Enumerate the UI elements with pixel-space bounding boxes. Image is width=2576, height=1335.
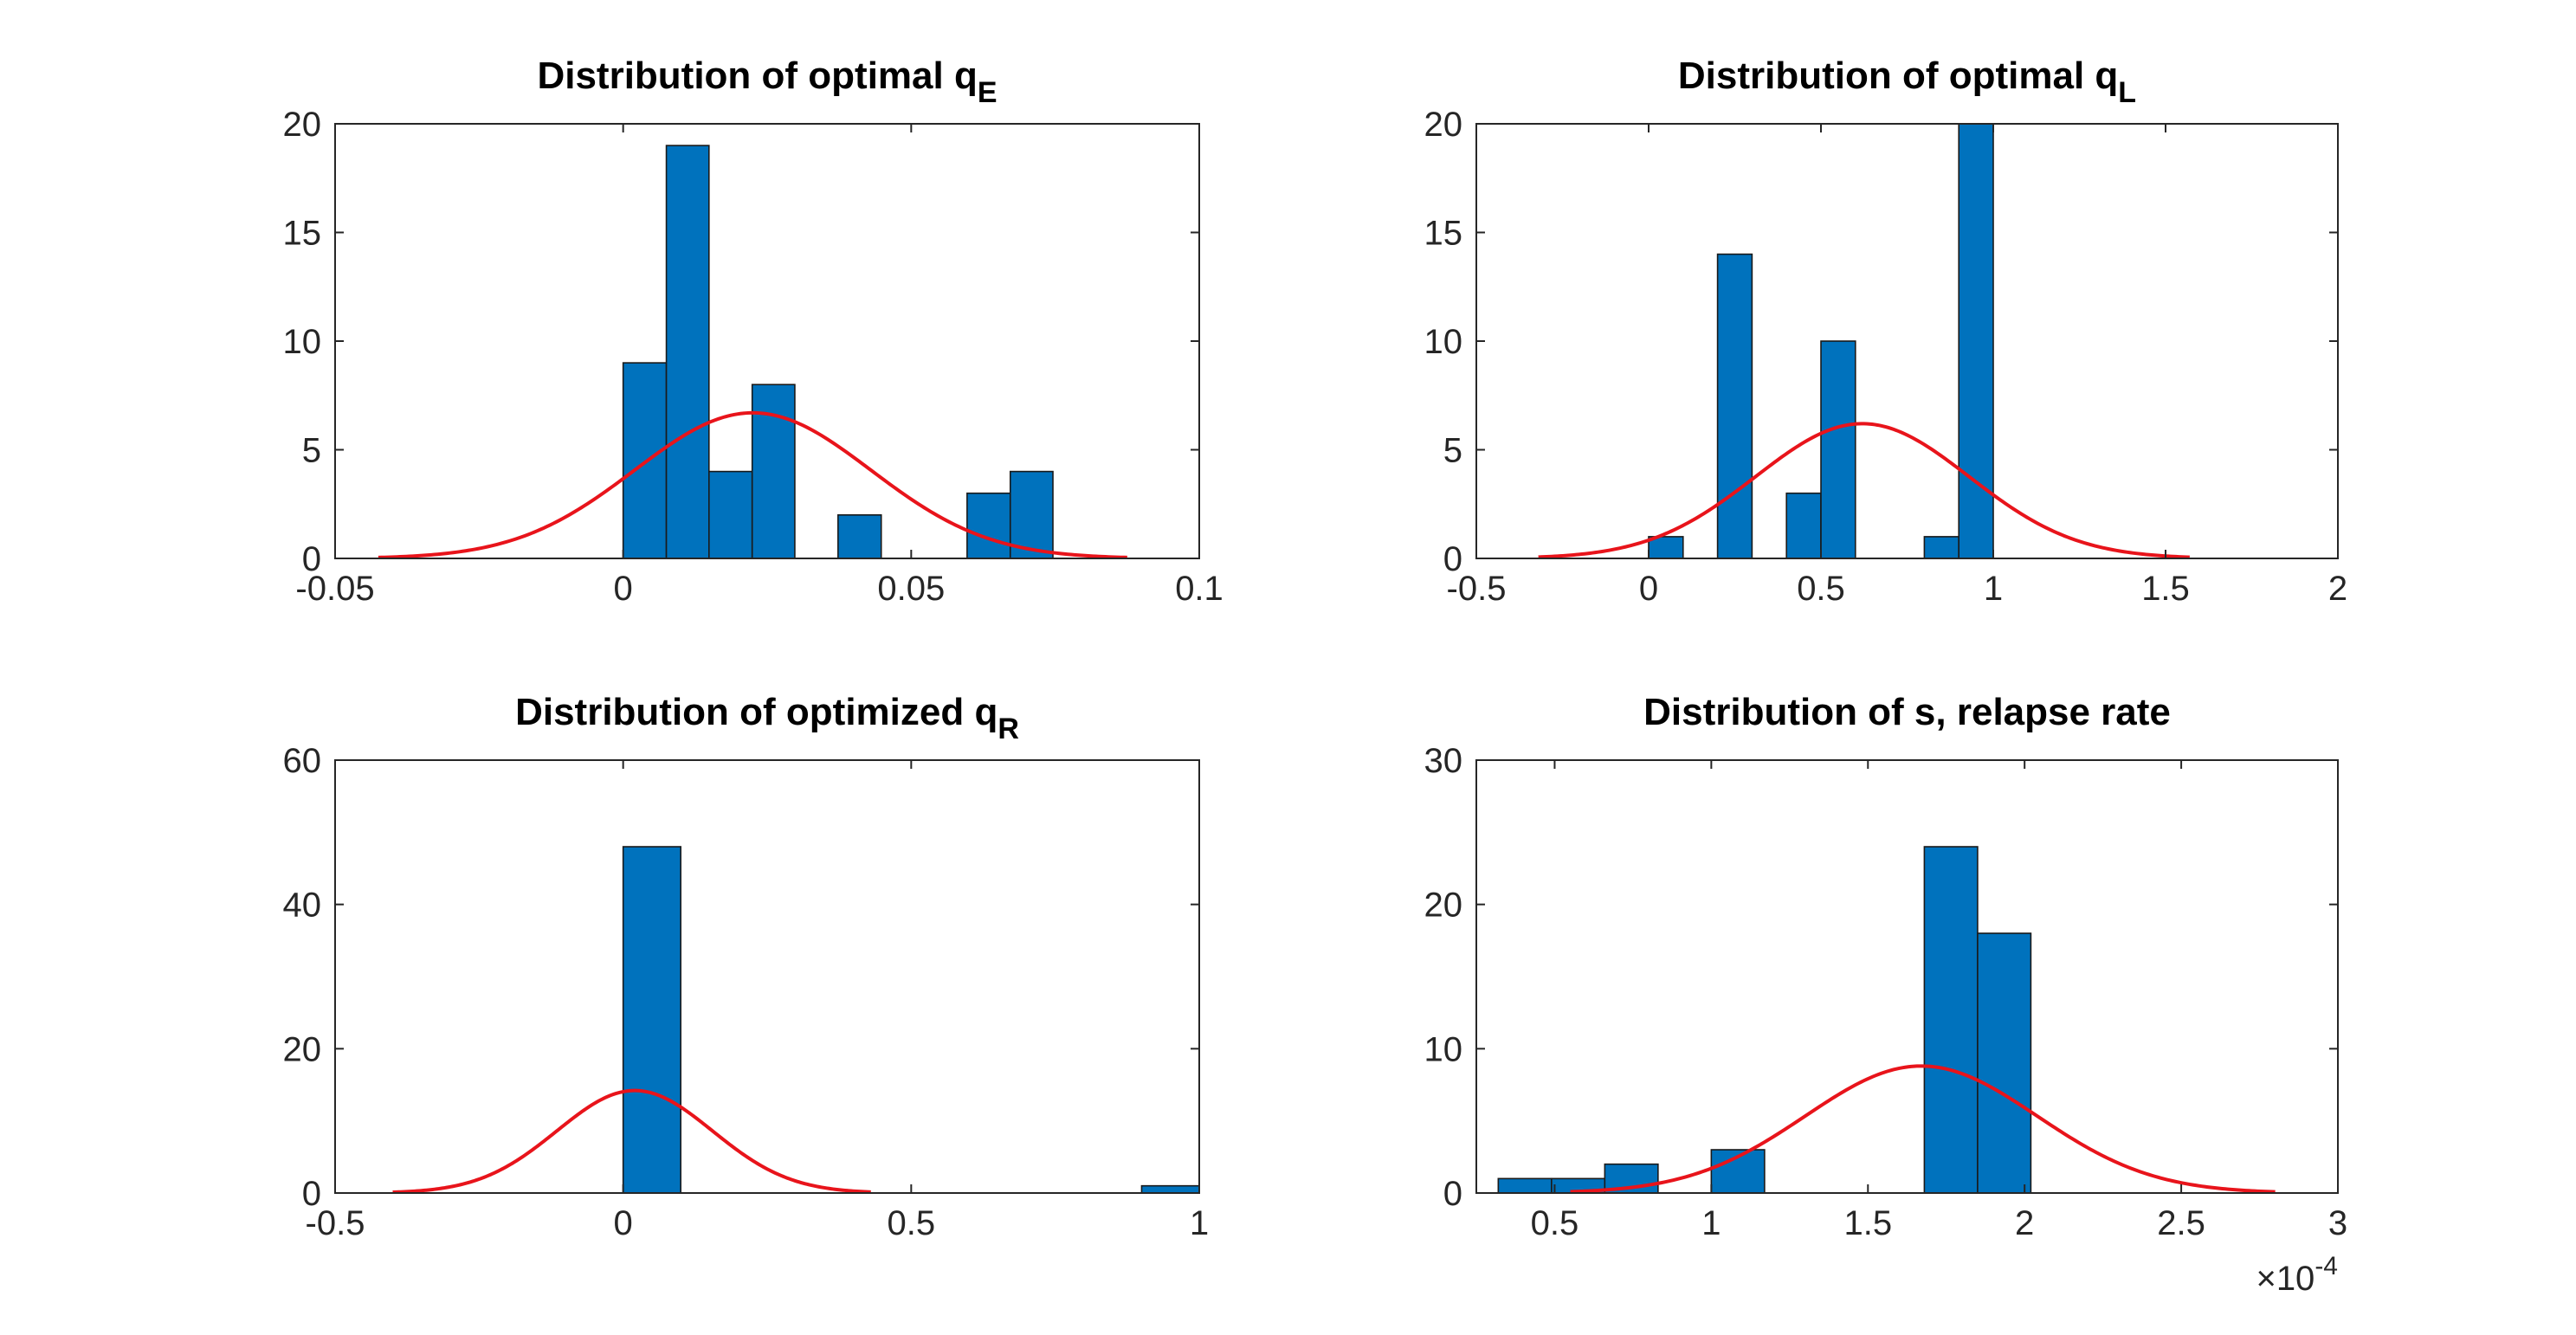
x-tick-label: -0.05 [295,570,374,608]
x-tick-label: 2 [2328,570,2347,608]
x-axis-multiplier: ×10-4 [2256,1252,2338,1298]
x-tick-label: 0.1 [1175,570,1223,608]
x-tick-label: -0.5 [306,1204,365,1242]
y-tick-label: 20 [1424,887,1463,925]
y-tick-label: 60 [283,742,322,780]
plot-area [1476,760,2338,1193]
histogram-bar [1977,932,2032,1194]
histogram-bar [1820,340,1856,559]
axes-frame [334,759,1200,1194]
x-tick-label: 0 [1639,570,1658,608]
normal-fit-curve [392,1088,871,1195]
x-tick-label: 1 [1701,1204,1721,1242]
x-tick-label: 1.5 [1843,1204,1892,1242]
x-tick-label: 0 [614,570,633,608]
chart-title-subscript: R [997,713,1019,745]
y-tick-label: 15 [1424,215,1463,253]
x-tick-label: 0.5 [1531,1204,1579,1242]
histogram-bar [1923,536,1959,559]
y-tick-label: 0 [302,540,321,578]
y-tick-label: 20 [283,1030,322,1068]
normal-fit-curve [1538,422,2190,559]
chart-title-subscript: L [2118,76,2136,109]
histogram-bar [1140,1184,1200,1194]
chart-title: Distribution of s, relapse rate [1643,691,2171,733]
y-tick-label: 30 [1424,742,1463,780]
y-tick-label: 5 [1443,432,1462,470]
x-tick-label: -0.5 [1447,570,1507,608]
x-tick-label: 0.5 [1797,570,1845,608]
chart-title-text: Distribution of optimal q [537,55,977,97]
x-tick-label: 1 [1984,570,2003,608]
chart-title: Distribution of optimal qL [1678,55,2136,109]
plot-area [1476,124,2338,558]
y-tick-label: 10 [1424,323,1463,361]
x-tick-label: 2 [2015,1204,2034,1242]
histogram-bar [622,846,682,1194]
chart-title-text: Distribution of s, relapse rate [1643,691,2171,733]
normal-fit-curve [1570,1064,2276,1194]
normal-fit-curve [378,410,1127,559]
x-tick-label: 1 [1190,1204,1209,1242]
x-axis-multiplier-base: ×10 [2256,1260,2315,1298]
histogram-bar [966,492,1011,559]
histogram-bar [1497,1177,1553,1194]
histogram-bar [665,145,710,559]
y-tick-label: 0 [1443,540,1462,578]
x-tick-label: 0.5 [888,1204,936,1242]
plot-area [335,760,1199,1193]
y-tick-label: 15 [283,215,322,253]
histogram-bar [1923,846,1979,1194]
histogram-bar [1785,492,1822,559]
chart-title-text: Distribution of optimal q [1678,55,2118,97]
chart-title-subscript: E [978,76,997,109]
y-tick-label: 0 [302,1175,321,1213]
x-tick-label: 2.5 [2157,1204,2205,1242]
y-tick-label: 0 [1443,1175,1462,1213]
histogram-bar [837,513,882,559]
y-tick-label: 10 [283,323,322,361]
histogram-bar [708,470,753,559]
x-tick-label: 0.05 [877,570,945,608]
x-tick-label: 1.5 [2141,570,2190,608]
axes-frame [1475,759,2339,1194]
histogram-bar [1716,253,1753,559]
chart-title-text: Distribution of optimized q [515,691,997,733]
histogram-bar [751,384,796,559]
y-tick-label: 10 [1424,1030,1463,1068]
x-axis-multiplier-exponent: -4 [2315,1252,2338,1280]
y-tick-label: 40 [283,887,322,925]
histogram-bar [1009,470,1054,559]
histogram-bar [1958,123,1994,559]
y-tick-label: 20 [283,106,322,144]
y-tick-label: 20 [1424,106,1463,144]
chart-title: Distribution of optimal qE [537,55,997,109]
x-tick-label: 3 [2328,1204,2347,1242]
y-tick-label: 5 [302,432,321,470]
x-tick-label: 0 [614,1204,633,1242]
chart-title: Distribution of optimized qR [515,691,1019,745]
